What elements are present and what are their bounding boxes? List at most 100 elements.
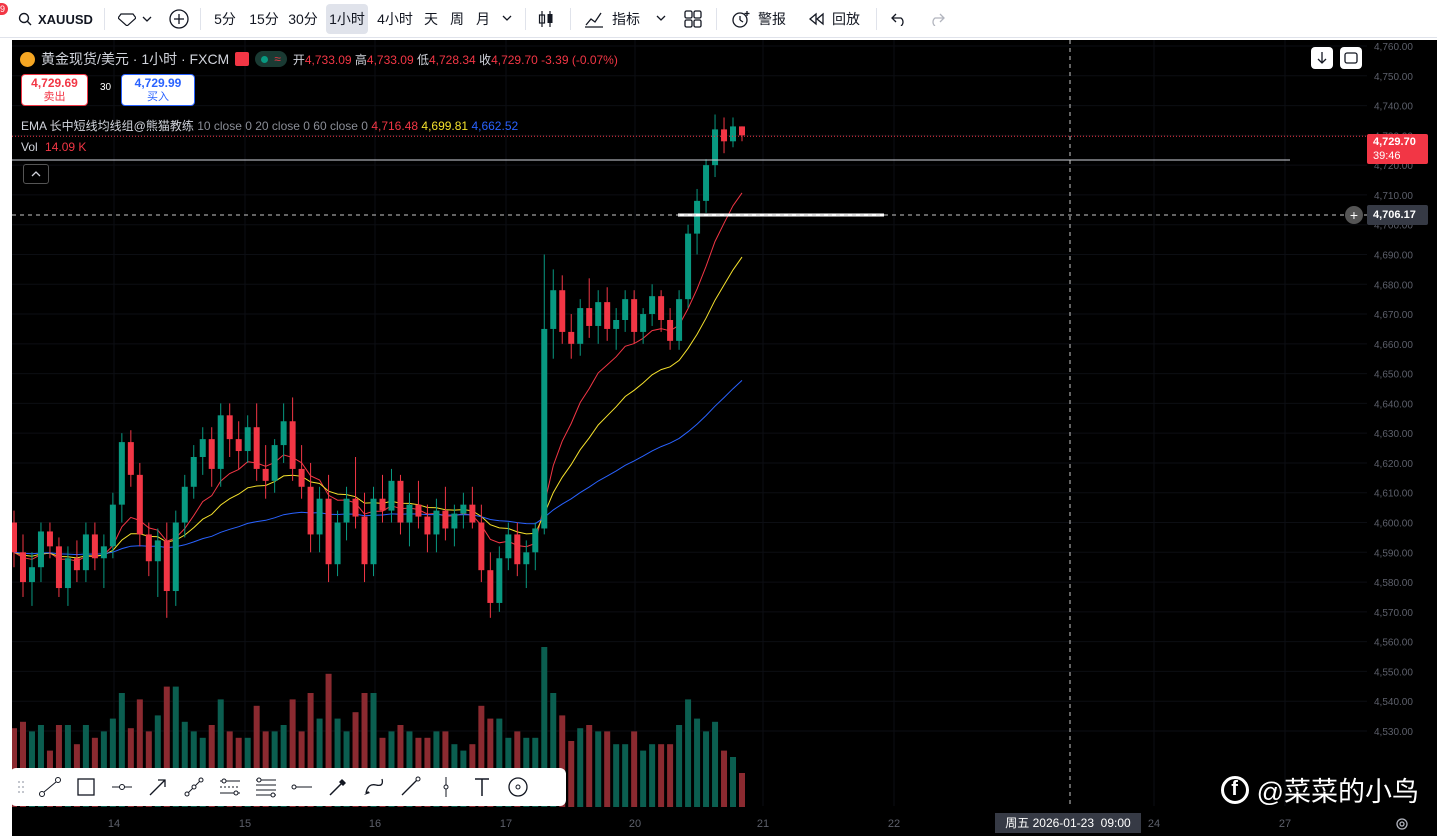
compare-dropdown[interactable] (110, 0, 160, 38)
ema20-line (13, 256, 743, 559)
fullscreen-button[interactable] (1340, 47, 1362, 69)
candle-body (712, 129, 719, 166)
rectangle-tool[interactable] (68, 768, 104, 806)
more-tools-button[interactable] (500, 768, 536, 806)
volume-bar (568, 741, 575, 807)
volume-bar (559, 715, 566, 807)
volume-bar (127, 728, 134, 807)
collapse-legend-button[interactable] (23, 164, 49, 184)
notification-badge[interactable]: 9 (0, 3, 8, 15)
symbol-search[interactable]: XAUUSD (12, 0, 110, 38)
candle-body (361, 516, 368, 565)
candle-body (12, 522, 17, 553)
chart-settings-button[interactable] (1392, 814, 1412, 834)
candle-body (334, 522, 341, 565)
tab-1h[interactable]: 1小时 (326, 0, 368, 38)
candle-body (586, 308, 593, 326)
indicators-button[interactable]: 指标 (584, 0, 640, 38)
candle-body (694, 200, 701, 234)
layout-button[interactable] (683, 0, 703, 38)
add-alert-plus-icon[interactable]: + (1345, 206, 1363, 224)
candle-body (118, 442, 125, 505)
price-tick-label: 4,640.00 (1374, 399, 1413, 410)
tab-5m[interactable]: 5分 (214, 11, 236, 27)
crosshair-price-label: 4,706.17 (1367, 205, 1428, 225)
vertical-line-icon (443, 777, 449, 797)
candlestick-chart[interactable]: 4,760.004,750.004,740.004,730.004,720.00… (12, 40, 1437, 836)
curve-tool[interactable] (356, 768, 392, 806)
price-tick-label: 4,530.00 (1374, 727, 1413, 738)
parallel-channel-icon (220, 778, 240, 796)
horizontal-segment-tool[interactable] (284, 768, 320, 806)
tab-30m[interactable]: 30分 (288, 11, 318, 27)
tab-day[interactable]: 天 (424, 11, 438, 27)
parallel-channel-tool[interactable] (212, 768, 248, 806)
tab-month[interactable]: 月 (476, 11, 490, 27)
time-tick-label: 20 (629, 818, 641, 830)
replay-button[interactable]: 回放 (808, 0, 860, 38)
indicators-dropdown[interactable] (654, 0, 668, 38)
candle-body (253, 427, 260, 469)
undo-button[interactable] (890, 0, 908, 38)
price-tick-label: 4,660.00 (1374, 340, 1413, 351)
volume-bar (307, 693, 314, 807)
chevron-down-icon (142, 16, 152, 22)
tab-week[interactable]: 周 (450, 11, 464, 27)
candle-body (37, 531, 44, 568)
volume-bar (649, 744, 656, 807)
add-circle-icon (169, 9, 189, 29)
vertical-line-tool[interactable] (428, 768, 464, 806)
price-tick-label: 4,700.00 (1374, 221, 1413, 232)
interval-dropdown[interactable] (500, 0, 514, 38)
tab-15m[interactable]: 15分 (249, 11, 279, 27)
symbol-title: 黄金现货/美元 · 1小时 · FXCM (41, 51, 230, 67)
chart-type-button[interactable] (536, 0, 556, 38)
candle-body (613, 320, 620, 329)
sell-button[interactable]: 4,729.69 卖出 (21, 74, 88, 106)
alert-button[interactable]: 警报 (730, 0, 786, 38)
ema-legend[interactable]: EMA 长中短线均线组@熊猫教练 10 close 0 20 close 0 6… (21, 117, 518, 134)
path-tool[interactable] (176, 768, 212, 806)
candle-body (172, 522, 179, 592)
facebook-icon: f (1220, 775, 1249, 804)
drag-handle-icon[interactable] (10, 768, 32, 806)
price-tick-label: 4,710.00 (1374, 191, 1413, 202)
candle-body (739, 126, 745, 136)
chart-pane[interactable]: 4,760.004,750.004,740.004,730.004,720.00… (12, 40, 1437, 836)
segment-icon (291, 784, 312, 790)
rewind-icon (808, 12, 824, 26)
candle-body (649, 296, 656, 315)
volume-bar (136, 699, 143, 807)
volume-bar (217, 699, 224, 807)
arrow-tool[interactable] (140, 768, 176, 806)
volume-bar (694, 718, 701, 807)
watermark: f @菜菜的小鸟 (1220, 770, 1419, 809)
line-tool[interactable] (392, 768, 428, 806)
volume-bar (208, 725, 215, 807)
redo-button[interactable] (928, 0, 946, 38)
candle-body (478, 522, 485, 571)
vol-legend[interactable]: Vol 14.09 K (21, 140, 86, 154)
flag-icon[interactable] (235, 52, 250, 66)
buy-button[interactable]: 4,729.99 买入 (121, 74, 195, 106)
candle-body (406, 504, 413, 523)
drawing-toolbar (10, 768, 566, 806)
candle-body (703, 165, 710, 201)
add-symbol-button[interactable] (168, 0, 190, 38)
candle-body (307, 486, 314, 535)
horizontal-ray-tool[interactable] (104, 768, 140, 806)
brush-tool[interactable] (320, 768, 356, 806)
fib-retracement-icon (256, 777, 276, 798)
market-status-badge[interactable]: ≈ (255, 51, 287, 67)
trend-line-tool[interactable] (32, 768, 68, 806)
volume-bar (37, 725, 44, 807)
text-tool[interactable] (464, 768, 500, 806)
ema-label: EMA 长中短线均线组@熊猫教练 (21, 119, 194, 133)
volume-bar (19, 721, 26, 807)
tab-4h[interactable]: 4小时 (377, 11, 413, 27)
redo-icon (932, 13, 945, 26)
scroll-to-latest-button[interactable] (1311, 47, 1333, 69)
volume-bar (12, 728, 17, 807)
fib-retracement-tool[interactable] (248, 768, 284, 806)
volume-bar (181, 721, 188, 807)
